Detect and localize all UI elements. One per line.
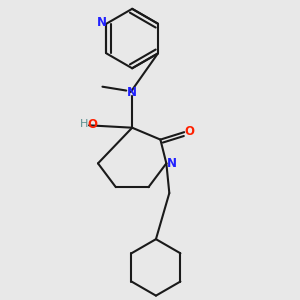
Text: N: N: [97, 16, 107, 29]
Text: O: O: [184, 125, 194, 138]
Text: N: N: [167, 157, 177, 170]
Text: N: N: [127, 85, 137, 98]
Text: O: O: [87, 118, 97, 131]
Text: H: H: [80, 119, 88, 129]
